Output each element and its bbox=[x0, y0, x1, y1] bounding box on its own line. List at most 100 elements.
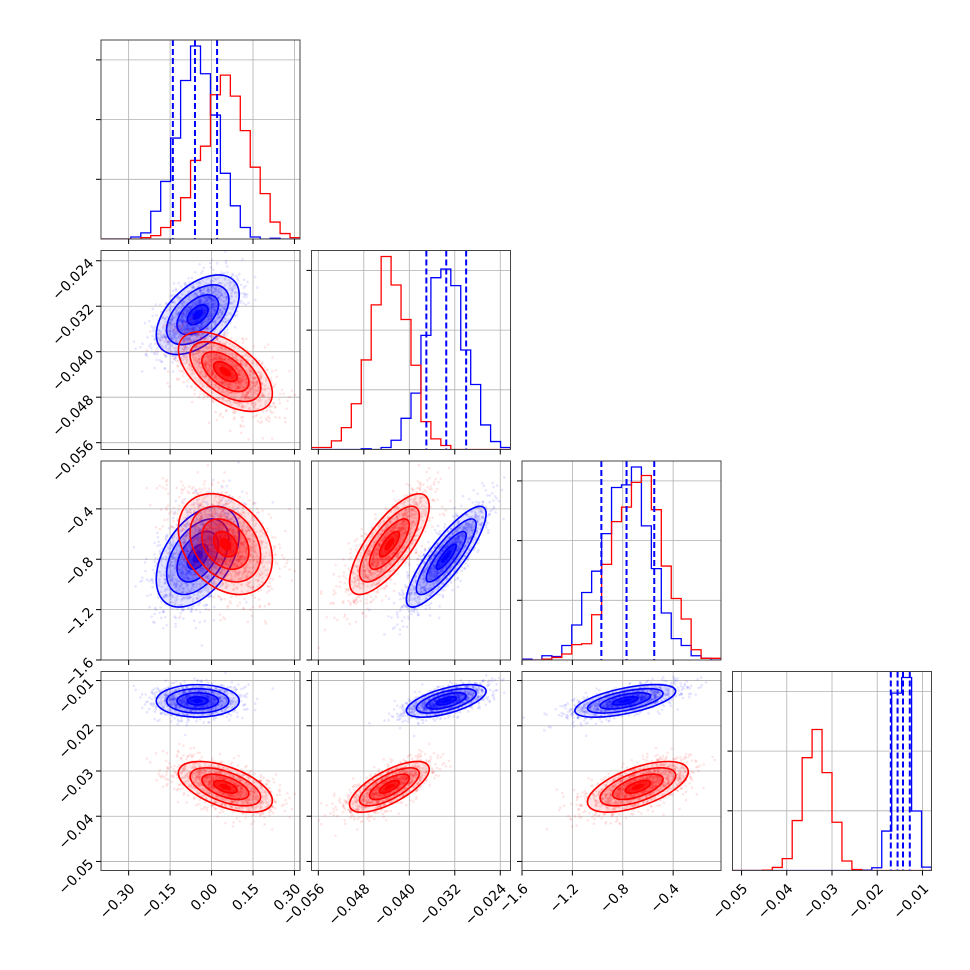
scatter-point bbox=[181, 323, 185, 326]
scatter-point bbox=[227, 311, 231, 315]
scatter-point bbox=[175, 340, 178, 344]
scatter-point bbox=[218, 414, 222, 417]
scatter-point bbox=[226, 382, 230, 386]
scatter-point bbox=[208, 261, 212, 265]
scatter-point bbox=[254, 383, 258, 386]
scatter-point bbox=[205, 337, 208, 340]
scatter-point bbox=[212, 357, 216, 361]
scatter-point bbox=[225, 390, 229, 393]
scatter-point bbox=[249, 369, 253, 372]
scatter-point bbox=[209, 360, 212, 364]
scatter-point bbox=[199, 322, 202, 326]
scatter-point bbox=[166, 339, 170, 343]
scatter-point bbox=[217, 387, 221, 391]
scatter-point bbox=[172, 346, 176, 350]
scatter-point bbox=[195, 359, 199, 363]
scatter-point bbox=[218, 308, 222, 311]
scatter-point bbox=[185, 325, 189, 329]
scatter-point bbox=[252, 376, 256, 380]
scatter-point bbox=[206, 327, 210, 331]
scatter-point bbox=[185, 358, 188, 362]
scatter-point bbox=[212, 305, 215, 308]
scatter-point bbox=[212, 289, 216, 293]
scatter-point bbox=[261, 410, 265, 413]
scatter-point bbox=[156, 596, 160, 599]
scatter-point bbox=[139, 346, 142, 349]
scatter-point bbox=[271, 411, 275, 415]
scatter-point bbox=[212, 302, 216, 306]
scatter-point bbox=[244, 353, 247, 357]
scatter-point bbox=[269, 585, 272, 588]
scatter-point bbox=[209, 345, 212, 348]
scatter-point bbox=[228, 429, 232, 433]
scatter-point bbox=[241, 257, 244, 261]
scatter-point bbox=[217, 291, 221, 294]
scatter-point bbox=[235, 386, 239, 390]
scatter-point bbox=[207, 608, 211, 612]
scatter-point bbox=[188, 364, 191, 367]
scatter-point bbox=[253, 385, 257, 388]
scatter-point bbox=[164, 534, 168, 538]
scatter-point bbox=[193, 358, 197, 362]
scatter-point bbox=[200, 569, 203, 573]
scatter-point bbox=[180, 327, 183, 330]
scatter-point bbox=[225, 296, 229, 299]
scatter-point bbox=[175, 336, 179, 340]
scatter-point bbox=[212, 352, 215, 356]
scatter-point bbox=[221, 387, 224, 391]
scatter-point bbox=[171, 330, 175, 334]
scatter-point bbox=[192, 361, 196, 365]
scatter-point bbox=[227, 358, 231, 362]
scatter-point bbox=[209, 324, 213, 327]
scatter-point bbox=[192, 486, 195, 489]
scatter-point bbox=[208, 366, 211, 370]
scatter-point bbox=[174, 289, 178, 292]
scatter-point bbox=[189, 344, 192, 347]
scatter-point bbox=[199, 338, 202, 341]
scatter-point bbox=[198, 301, 201, 305]
scatter-point bbox=[186, 327, 190, 331]
scatter-point bbox=[191, 538, 195, 542]
scatter-point bbox=[221, 349, 225, 352]
scatter-point bbox=[177, 312, 180, 315]
scatter-point bbox=[159, 616, 163, 620]
scatter-point bbox=[168, 333, 172, 337]
scatter-point bbox=[164, 344, 168, 347]
scatter-point bbox=[173, 356, 176, 360]
scatter-point bbox=[246, 391, 249, 395]
scatter-point bbox=[216, 317, 219, 320]
scatter-point bbox=[236, 379, 240, 382]
scatter-point bbox=[190, 372, 193, 376]
scatter-point bbox=[246, 391, 250, 395]
scatter-point bbox=[196, 333, 200, 337]
scatter-point bbox=[173, 356, 177, 359]
scatter-point bbox=[174, 340, 178, 343]
scatter-point bbox=[272, 240, 275, 243]
scatter-point bbox=[213, 309, 217, 313]
scatter-point bbox=[206, 369, 210, 373]
scatter-point bbox=[178, 324, 182, 328]
scatter-point bbox=[197, 332, 201, 336]
scatter-point bbox=[183, 312, 186, 315]
scatter-point bbox=[166, 381, 169, 385]
scatter-point bbox=[224, 341, 228, 344]
scatter-point bbox=[218, 357, 222, 361]
scatter-point bbox=[173, 301, 176, 305]
scatter-point bbox=[191, 285, 194, 289]
scatter-point bbox=[161, 486, 165, 489]
scatter-point bbox=[194, 608, 198, 612]
scatter-point bbox=[182, 304, 185, 307]
scatter-point bbox=[256, 383, 259, 386]
scatter-point bbox=[229, 337, 233, 340]
scatter-point bbox=[245, 394, 249, 397]
scatter-point bbox=[234, 353, 238, 357]
scatter-point bbox=[222, 320, 225, 323]
scatter-point bbox=[238, 386, 241, 389]
scatter-point bbox=[278, 575, 282, 578]
scatter-point bbox=[212, 292, 215, 295]
scatter-point bbox=[198, 333, 202, 337]
scatter-point bbox=[206, 326, 210, 330]
scatter-point bbox=[223, 292, 227, 295]
scatter-point bbox=[202, 569, 205, 573]
scatter-point bbox=[210, 279, 213, 283]
